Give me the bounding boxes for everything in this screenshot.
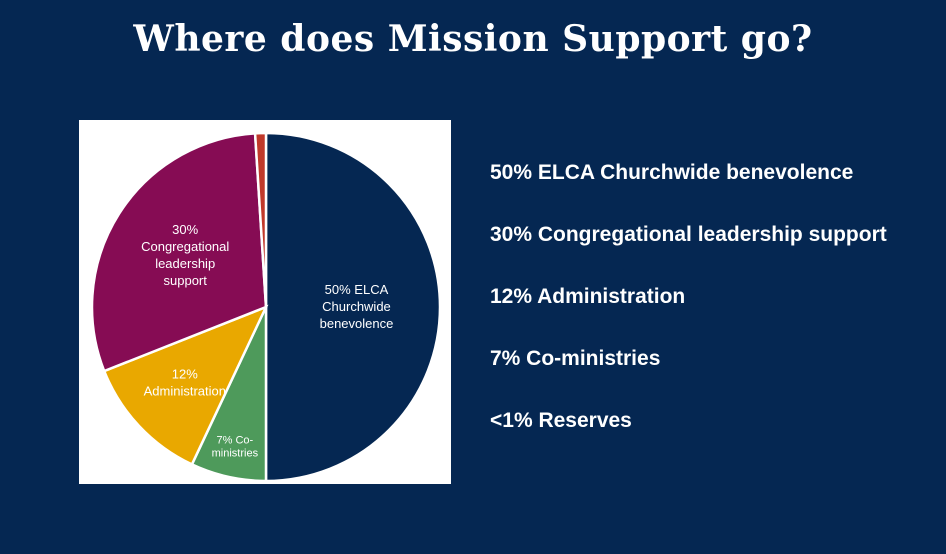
pie-slice-reserves xyxy=(253,131,268,308)
legend-item-leadership-support: 30% Congregational leadership support xyxy=(490,223,887,246)
legend-item-co-ministries: 7% Co-ministries xyxy=(490,347,661,370)
pie-chart-panel: 50% ELCA Churchwide benevolence 7% Co-minis… xyxy=(79,120,451,484)
legend-item-benevolence: 50% ELCA Churchwide benevolence xyxy=(490,161,854,184)
pie-slice-congregational-leadership-support xyxy=(90,132,268,373)
slice-label-elca-churchwide-benevolence: 50% ELCA Churchwide benevolence xyxy=(320,282,394,331)
legend-list: 50% ELCA Churchwide benevolence 30% Cong… xyxy=(490,155,887,465)
pie-slice-elca-churchwide-benevolence xyxy=(264,131,442,483)
slice-label-administration: 12% Administration xyxy=(144,367,226,399)
legend-item-administration: 12% Administration xyxy=(490,285,686,308)
slice-label-co-ministries: 7% Co-ministries xyxy=(212,435,259,460)
page-title: Where does Mission Support go? xyxy=(133,18,813,60)
pie-chart: 50% ELCA Churchwide benevolence 7% Co-minis… xyxy=(90,131,442,483)
slice-label-congregational-leadership-support: 30% Congregational leadership support xyxy=(141,222,229,288)
pie-slice-administration xyxy=(102,304,269,467)
legend-item-reserves: <1% Reserves xyxy=(490,409,632,432)
